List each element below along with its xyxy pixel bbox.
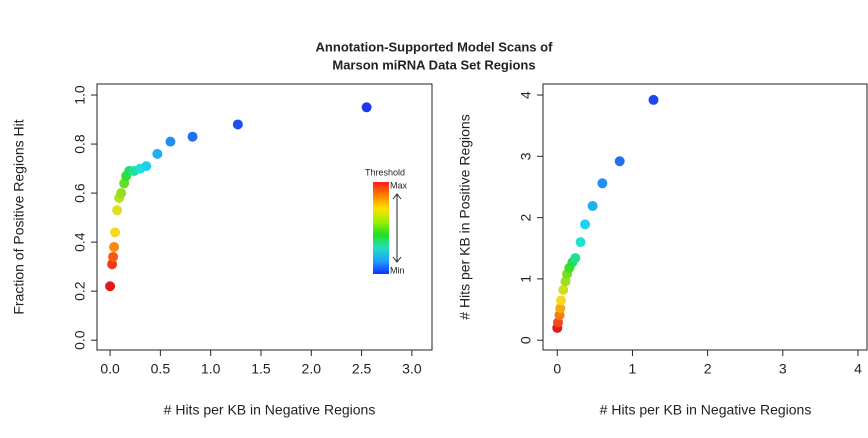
legend-min: Min	[390, 265, 405, 275]
point	[141, 161, 152, 172]
y-tick-label: 0.6	[72, 183, 88, 203]
point	[580, 219, 591, 230]
x-tick-label: 3	[779, 361, 787, 377]
x-tick-label: 1.5	[251, 361, 271, 377]
point	[116, 188, 127, 199]
y-tick-label: 0	[518, 336, 534, 344]
x-tick-label: 2	[704, 361, 712, 377]
point	[597, 178, 608, 189]
point	[109, 242, 120, 253]
legend-arrowhead	[392, 256, 402, 263]
point	[614, 156, 625, 167]
point	[648, 94, 659, 105]
chart-title: Annotation-Supported Model Scans of	[316, 39, 554, 54]
chart-title: Marson miRNA Data Set Regions	[332, 57, 535, 72]
x-axis-title: # Hits per KB in Negative Regions	[164, 402, 376, 418]
x-tick-label: 0.0	[100, 361, 120, 377]
point	[165, 136, 176, 147]
point	[556, 295, 567, 306]
point	[555, 303, 566, 314]
x-tick-label: 2.5	[352, 361, 372, 377]
colorbar	[373, 182, 389, 274]
point	[575, 237, 586, 248]
y-axis-title: Fraction of Positive Regions Hit	[11, 119, 27, 314]
point	[361, 102, 372, 113]
y-axis-title: # Hits per KB in Positive Regions	[457, 114, 473, 319]
y-tick-label: 1	[518, 275, 534, 283]
y-tick-label: 0.8	[72, 134, 88, 154]
y-tick-label: 3	[518, 152, 534, 160]
x-tick-label: 0	[553, 361, 561, 377]
y-tick-label: 1.0	[72, 85, 88, 105]
x-tick-label: 2.0	[302, 361, 322, 377]
x-tick-label: 1	[629, 361, 637, 377]
legend-title: Threshold	[365, 167, 405, 177]
legend-arrowhead	[392, 193, 402, 200]
y-tick-label: 0.4	[72, 232, 88, 252]
x-axis-title: # Hits per KB in Negative Regions	[600, 402, 812, 418]
x-tick-label: 4	[854, 361, 862, 377]
x-tick-label: 1.0	[201, 361, 221, 377]
plot-frame	[542, 83, 868, 351]
point	[112, 205, 123, 216]
point	[587, 200, 598, 211]
point	[187, 131, 198, 142]
point	[232, 119, 243, 130]
point	[108, 251, 119, 262]
plot-frame	[96, 83, 433, 351]
y-tick-label: 0.2	[72, 281, 88, 301]
point	[107, 259, 118, 270]
y-tick-label: 0.0	[72, 330, 88, 350]
x-tick-label: 0.5	[151, 361, 171, 377]
y-tick-label: 4	[518, 91, 534, 99]
x-tick-label: 3.0	[402, 361, 422, 377]
point	[152, 148, 163, 159]
point	[110, 227, 121, 238]
legend-max: Max	[390, 180, 408, 190]
point	[570, 253, 581, 264]
point	[105, 281, 116, 292]
point	[558, 284, 569, 295]
y-tick-label: 2	[518, 214, 534, 222]
